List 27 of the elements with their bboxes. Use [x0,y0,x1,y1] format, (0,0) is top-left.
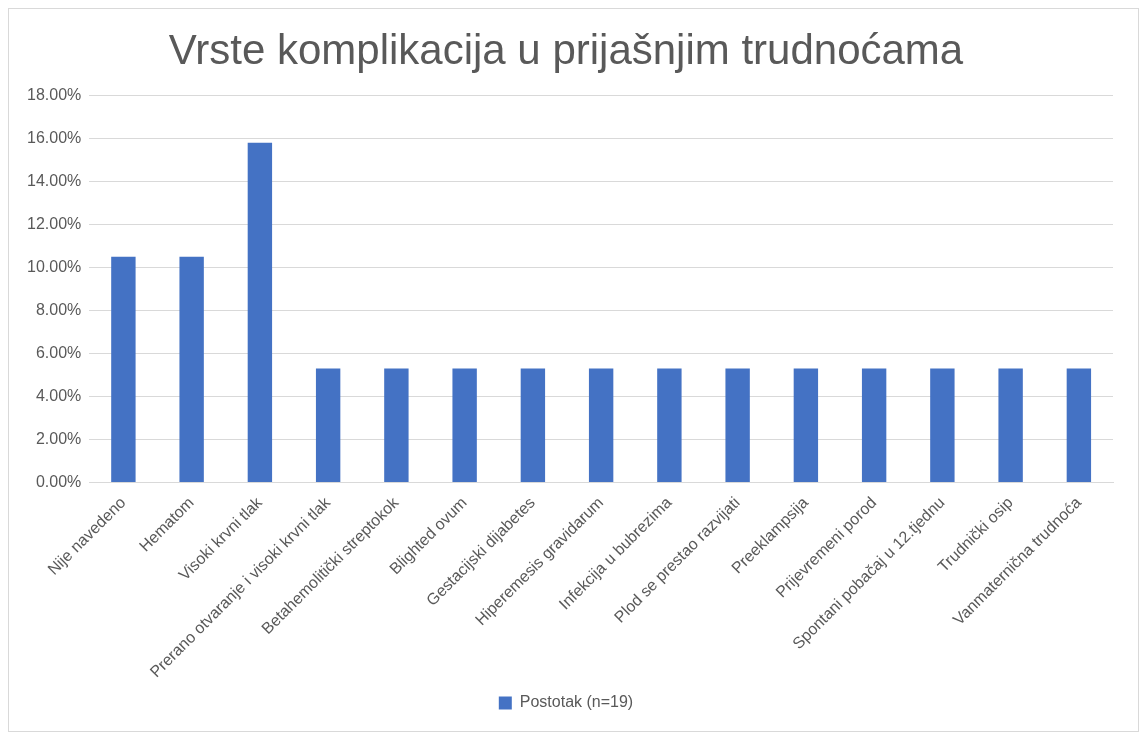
y-tick-label: 8.00% [35,300,82,318]
y-tick-label: 16.00% [27,128,82,146]
bar [1066,368,1092,483]
bar [930,368,955,483]
y-tick-label: 4.00% [35,386,82,404]
bar [588,368,614,483]
y-tick-label: 18.00% [27,85,82,103]
bar [247,142,273,483]
bar [998,368,1023,483]
bar [179,256,204,483]
bar [384,368,409,483]
y-tick-label: 10.00% [27,257,82,275]
y-tick-label: 12.00% [27,214,82,232]
y-tick-label: 0.00% [35,473,82,491]
bar [861,368,887,483]
bar [452,368,477,483]
bar [111,256,136,483]
bar [520,368,546,483]
y-tick-label: 2.00% [35,430,82,447]
y-tick-label: 6.00% [35,343,82,361]
legend-label: Postotak (n=19) [519,693,634,711]
bar [657,368,682,483]
bar [725,368,750,483]
bar [315,368,341,483]
bar [793,368,819,483]
y-tick-label: 14.00% [27,171,82,189]
chart-title: Vrste komplikacija u prijašnjim trudnoćama [168,25,964,73]
